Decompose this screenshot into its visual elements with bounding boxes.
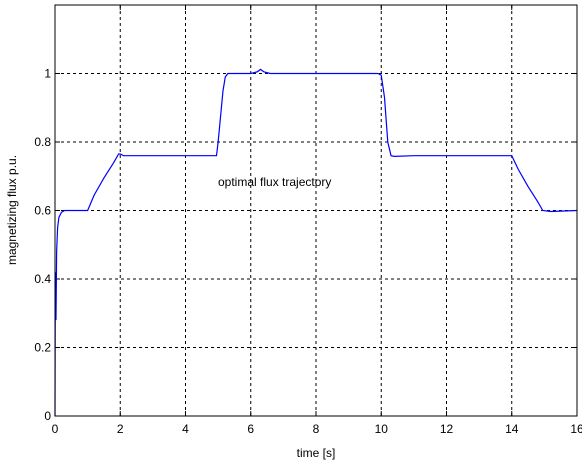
x-tick-label: 0	[52, 422, 59, 436]
y-tick-labels: 0 0.2 0.4 0.6 0.8 1	[34, 67, 51, 424]
x-tick-label: 12	[440, 422, 454, 436]
x-tick-label: 14	[505, 422, 519, 436]
x-tick-label: 4	[182, 422, 189, 436]
annotation-text: optimal flux trajectory	[218, 175, 331, 189]
x-tick-label: 6	[247, 422, 254, 436]
y-tick-label: 0.6	[34, 204, 51, 218]
y-tick-label: 0.2	[34, 341, 51, 355]
y-tick-label: 0.8	[34, 135, 51, 149]
x-tick-label: 2	[117, 422, 124, 436]
x-axis-label: time [s]	[297, 446, 336, 460]
y-tick-label: 0.4	[34, 272, 51, 286]
plot-frame	[54, 4, 578, 417]
x-tick-label: 16	[570, 422, 582, 436]
x-tick-labels: 0 2 4 6 8 10 12 14 16	[52, 422, 582, 436]
y-tick-label: 1	[44, 67, 51, 81]
y-tick-label: 0	[44, 409, 51, 423]
y-axis-label: magnetizing flux p.u.	[5, 155, 19, 265]
series-line	[54, 68, 578, 417]
x-tick-label: 8	[313, 422, 320, 436]
x-tick-label: 10	[375, 422, 389, 436]
